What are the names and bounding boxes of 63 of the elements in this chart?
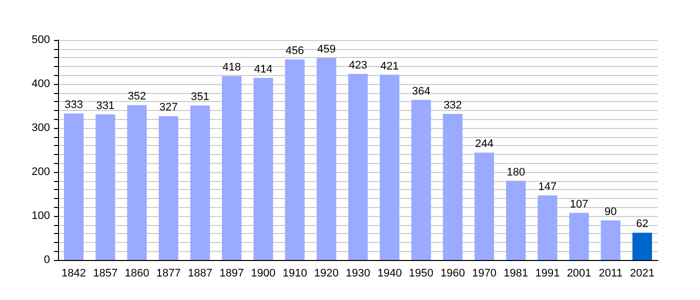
data-label: 332 (444, 99, 462, 112)
data-label: 414 (254, 63, 272, 76)
bar (127, 105, 147, 260)
bar (442, 114, 463, 260)
data-label: 364 (412, 85, 430, 98)
bar (316, 58, 336, 260)
y-tick-label: 0 (44, 254, 50, 266)
y-tick-label: 500 (32, 34, 50, 46)
y-tick-label: 400 (32, 78, 50, 90)
x-tick-label: 1960 (440, 268, 465, 280)
data-label: 180 (506, 166, 526, 178)
x-tick-label: 1842 (62, 268, 86, 280)
x-tick-label: 1910 (282, 268, 308, 280)
x-tick-label: 2021 (630, 268, 654, 280)
x-tick-label: 1857 (93, 268, 118, 280)
bar (600, 220, 620, 260)
bar (632, 232, 652, 260)
x-tick-label: 1940 (377, 268, 402, 280)
data-label: 421 (380, 60, 399, 72)
bar (569, 212, 589, 260)
bar (190, 106, 210, 260)
bar (411, 100, 431, 260)
x-tick-label: 1920 (314, 268, 339, 280)
x-tick-label: 1950 (408, 268, 434, 280)
x-tick-label: 2011 (598, 268, 622, 280)
y-tick-label: 100 (32, 210, 50, 222)
bar (253, 78, 274, 260)
data-label: 107 (570, 198, 588, 210)
data-label: 352 (128, 90, 146, 103)
bar (474, 152, 494, 260)
bar (158, 116, 178, 260)
data-label: 62 (636, 218, 648, 230)
x-tick-label: 1897 (219, 268, 244, 280)
data-label: 418 (222, 62, 241, 74)
data-label: 351 (190, 91, 210, 104)
data-label: 147 (538, 180, 557, 193)
x-tick-label: 1900 (251, 268, 276, 280)
bar (64, 113, 84, 260)
bar (380, 74, 400, 260)
y-tick-label: 200 (32, 166, 50, 178)
data-label: 456 (286, 44, 304, 57)
x-tick-label: 1991 (535, 268, 560, 280)
x-tick-label: 1981 (504, 268, 528, 280)
x-tick-label: 1860 (124, 268, 150, 280)
data-label: 327 (159, 102, 178, 114)
data-label: 423 (348, 59, 368, 72)
data-label: 459 (317, 44, 336, 56)
bar (538, 195, 558, 260)
x-tick-label: 1877 (156, 268, 181, 280)
data-label: 244 (475, 138, 494, 150)
bar (506, 180, 526, 260)
data-label: 333 (64, 98, 83, 111)
x-tick-label: 1930 (346, 268, 370, 280)
bar (222, 76, 242, 260)
data-label: 90 (604, 206, 617, 218)
bar (285, 59, 305, 260)
x-tick-label: 1887 (188, 268, 212, 280)
y-tick-label: 300 (32, 122, 50, 134)
x-tick-label: 1970 (472, 268, 497, 280)
bar (96, 114, 116, 260)
x-tick-label: 2001 (566, 268, 592, 280)
data-label: 331 (96, 100, 115, 112)
bar (348, 74, 368, 260)
